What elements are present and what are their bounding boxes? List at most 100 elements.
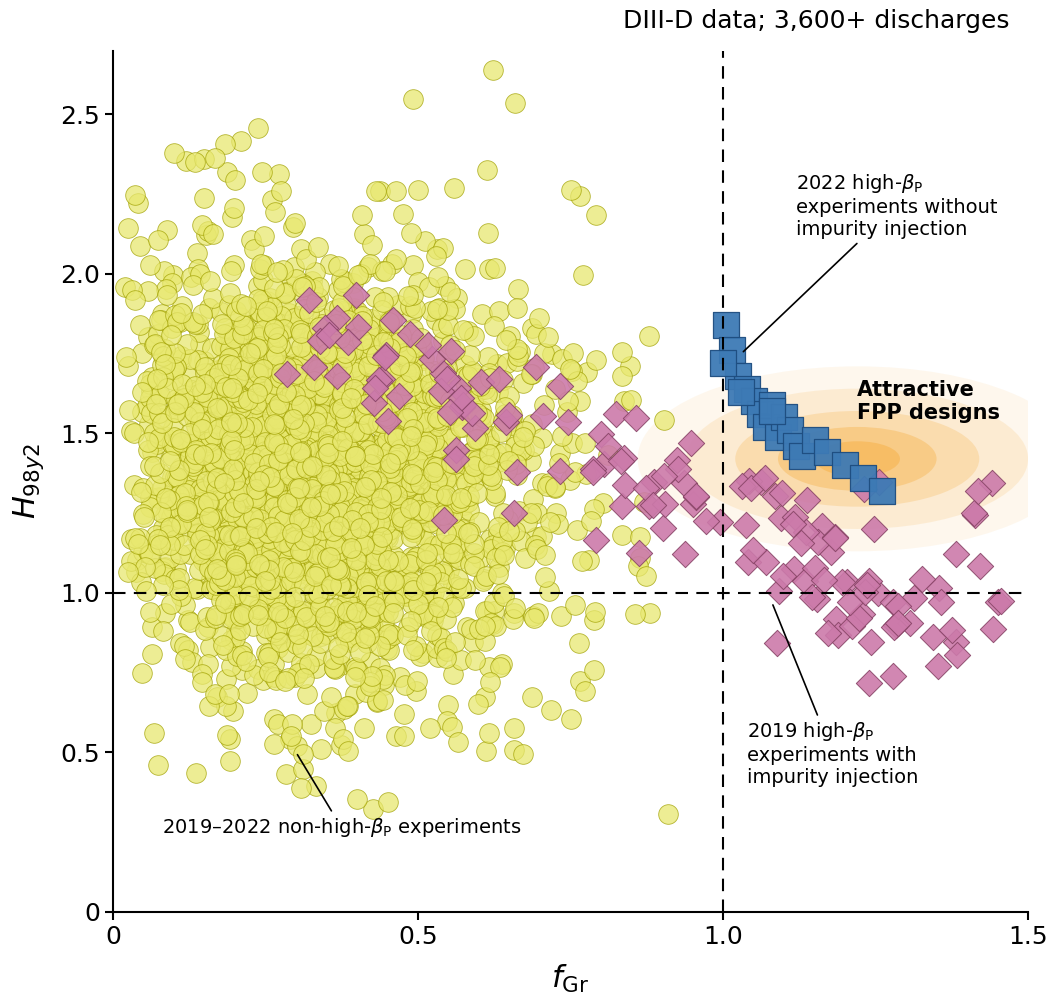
- Point: [208, 572, 225, 589]
- Point: [142, 458, 159, 474]
- Point: [232, 358, 249, 374]
- Point: [379, 413, 396, 430]
- Point: [259, 303, 276, 319]
- Point: [261, 552, 277, 568]
- Point: [237, 444, 254, 460]
- Point: [216, 462, 233, 478]
- Point: [270, 452, 287, 468]
- Point: [489, 454, 506, 470]
- Point: [444, 463, 461, 479]
- Point: [246, 553, 263, 569]
- Point: [230, 370, 247, 386]
- Point: [398, 409, 415, 426]
- Point: [431, 372, 448, 388]
- Point: [299, 319, 316, 335]
- Point: [288, 482, 305, 498]
- Point: [309, 538, 326, 554]
- Point: [217, 642, 234, 658]
- Point: [466, 536, 483, 552]
- Point: [387, 509, 403, 525]
- Point: [258, 416, 275, 433]
- Point: [298, 474, 315, 490]
- Point: [416, 585, 433, 602]
- Point: [167, 404, 184, 421]
- Point: [216, 404, 233, 421]
- Point: [226, 257, 243, 273]
- Point: [347, 486, 364, 502]
- Point: [229, 415, 246, 432]
- Point: [730, 368, 747, 384]
- Point: [158, 380, 175, 396]
- Point: [231, 485, 248, 501]
- Point: [137, 558, 154, 574]
- Point: [288, 433, 305, 449]
- Point: [286, 496, 303, 512]
- Point: [273, 447, 290, 463]
- Point: [366, 501, 383, 517]
- Point: [415, 350, 432, 366]
- Point: [629, 557, 646, 573]
- Point: [339, 458, 356, 474]
- Point: [199, 656, 216, 672]
- Point: [509, 348, 526, 364]
- Point: [399, 480, 416, 496]
- Point: [364, 446, 381, 462]
- Point: [217, 413, 234, 430]
- Point: [254, 372, 271, 388]
- Point: [328, 398, 345, 414]
- Point: [316, 335, 333, 351]
- Point: [209, 535, 226, 551]
- Point: [195, 434, 212, 450]
- Point: [178, 153, 195, 169]
- Point: [492, 425, 509, 441]
- Point: [372, 494, 389, 510]
- Point: [402, 429, 419, 445]
- Point: [272, 361, 289, 377]
- Point: [234, 508, 251, 524]
- Point: [431, 300, 448, 316]
- Point: [328, 531, 345, 547]
- Point: [252, 340, 269, 356]
- Point: [294, 453, 311, 469]
- Point: [352, 359, 369, 375]
- Point: [304, 583, 321, 600]
- Point: [270, 430, 287, 446]
- Point: [360, 514, 377, 530]
- Point: [322, 573, 339, 590]
- Point: [338, 593, 355, 609]
- Point: [316, 493, 333, 509]
- Point: [172, 502, 189, 518]
- Point: [255, 511, 272, 527]
- Point: [259, 580, 276, 597]
- Point: [301, 404, 318, 421]
- Point: [319, 393, 336, 409]
- Point: [337, 322, 354, 338]
- Point: [435, 641, 452, 657]
- Point: [346, 372, 363, 388]
- Point: [322, 577, 339, 594]
- Point: [338, 529, 355, 545]
- Point: [231, 484, 248, 500]
- Point: [798, 492, 815, 508]
- Point: [344, 479, 361, 495]
- Point: [228, 511, 245, 527]
- Point: [405, 495, 421, 511]
- Point: [226, 575, 243, 592]
- Point: [226, 568, 243, 584]
- Point: [389, 483, 406, 499]
- Point: [276, 363, 293, 379]
- Point: [197, 540, 214, 556]
- Point: [214, 317, 231, 333]
- Point: [401, 326, 418, 342]
- Point: [126, 292, 143, 308]
- Point: [393, 456, 410, 472]
- Point: [505, 742, 522, 759]
- Point: [225, 703, 241, 719]
- Point: [884, 594, 901, 610]
- Point: [482, 438, 499, 454]
- Point: [588, 531, 605, 547]
- Point: [354, 332, 371, 348]
- Point: [168, 397, 185, 413]
- Point: [403, 597, 420, 613]
- Point: [442, 285, 459, 301]
